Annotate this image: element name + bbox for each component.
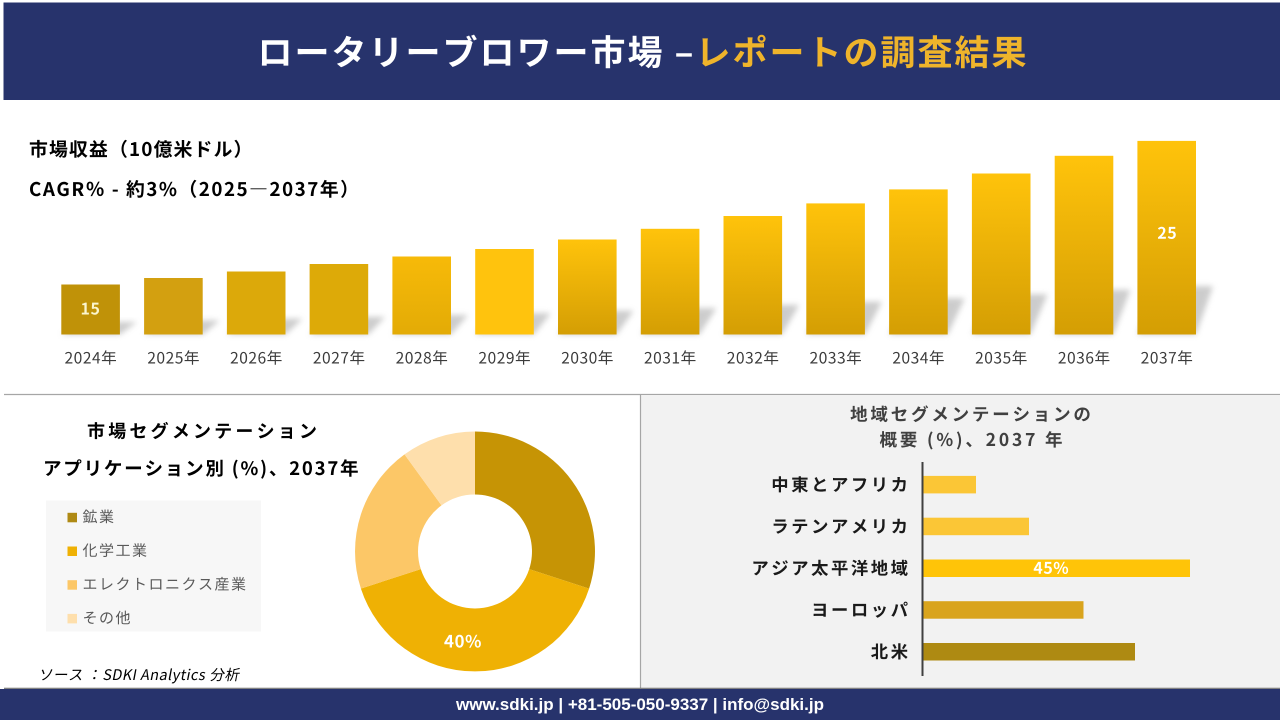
svg-text:www.sdki.jp | +81-505-050-9337: www.sdki.jp | +81-505-050-9337 | info@sd… <box>455 695 824 714</box>
